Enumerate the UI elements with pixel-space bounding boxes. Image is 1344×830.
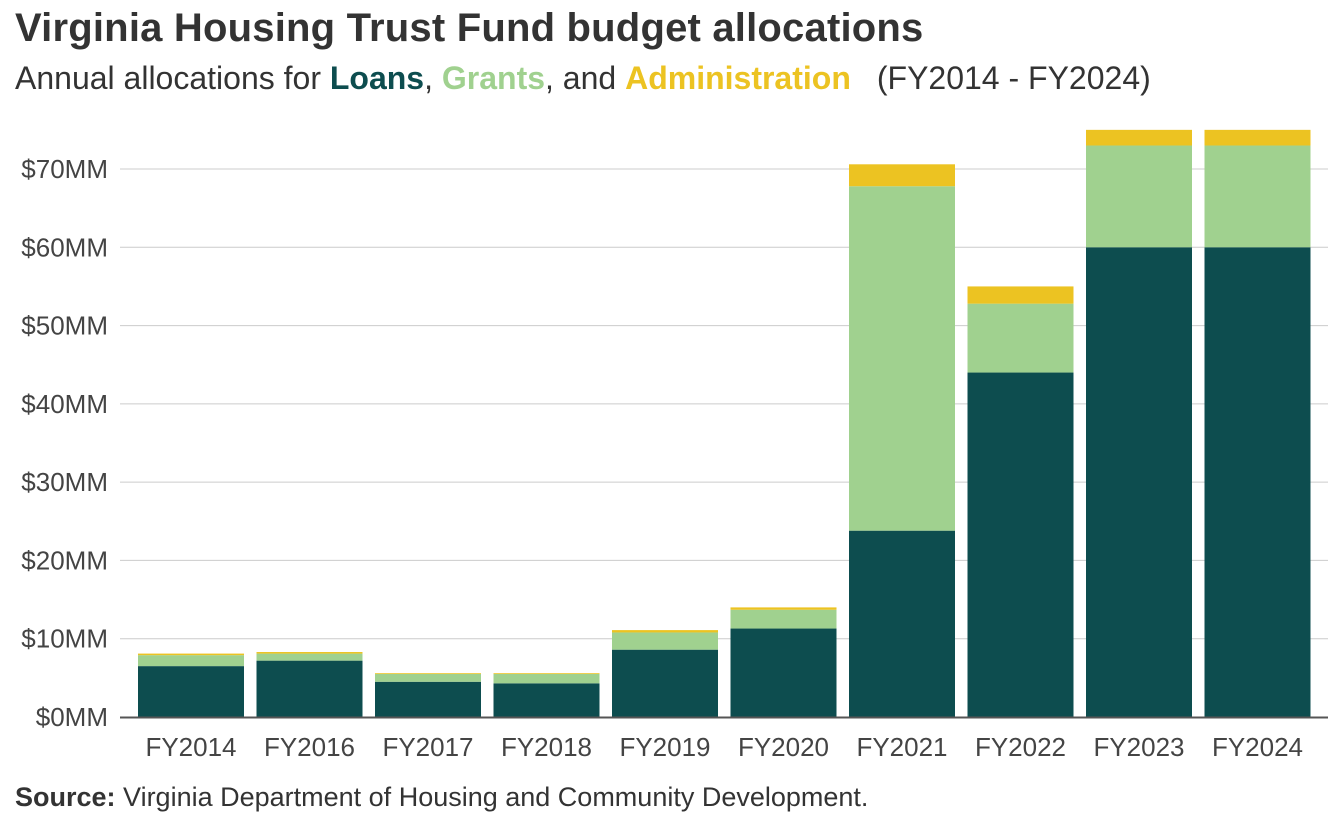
x-tick-label: FY2022	[975, 732, 1066, 762]
y-tick-label: $30MM	[21, 467, 108, 497]
bar-loans-fy2018	[493, 683, 600, 717]
bar-loans-fy2023	[1086, 247, 1192, 718]
source-label: Source:	[15, 782, 116, 812]
x-tick-label: FY2018	[501, 732, 592, 762]
chart-title: Virginia Housing Trust Fund budget alloc…	[15, 6, 924, 50]
x-tick-label: FY2017	[382, 732, 473, 762]
bar-grants-fy2024	[1204, 145, 1311, 248]
bar-loans-fy2020	[730, 628, 837, 717]
bar-admin-fy2024	[1204, 129, 1311, 146]
bar-admin-fy2016	[256, 652, 363, 654]
subtitle-range: (FY2014 - FY2024)	[876, 60, 1151, 96]
bar-grants-fy2017	[375, 673, 481, 682]
bar-admin-fy2023	[1086, 129, 1192, 146]
x-tick-label: FY2019	[619, 732, 710, 762]
bar-grants-fy2021	[849, 186, 955, 531]
bar-admin-fy2018	[493, 673, 600, 674]
bar-grants-fy2018	[493, 673, 600, 684]
bar-loans-fy2019	[612, 649, 718, 717]
bar-grants-fy2022	[967, 303, 1074, 373]
y-axis-ticks: $0MM $10MM $20MM $30MM $40MM $50MM $60MM $70MM	[21, 154, 108, 732]
source-note: Source: Virginia Department of Housing a…	[15, 782, 868, 813]
bar-grants-fy2020	[730, 609, 837, 629]
chart-subtitle: Annual allocations for Loans, Grants, an…	[15, 60, 1151, 97]
y-tick-label: $50MM	[21, 311, 108, 341]
x-tick-label: FY2024	[1212, 732, 1303, 762]
bar-admin-fy2021	[849, 164, 955, 187]
legend-administration: Administration	[625, 60, 851, 96]
bar-loans-fy2024	[1204, 247, 1311, 718]
subtitle-prefix: Annual allocations for	[15, 60, 330, 96]
y-tick-label: $20MM	[21, 545, 108, 575]
bar-grants-fy2023	[1086, 145, 1192, 248]
x-axis-ticks: FY2014 FY2016 FY2017 FY2018 FY2019 FY2020 FY20…	[145, 732, 1303, 762]
x-tick-label: FY2020	[738, 732, 829, 762]
bars	[138, 129, 1311, 718]
legend-grants: Grants	[441, 60, 546, 96]
bar-admin-fy2019	[612, 630, 718, 633]
bar-admin-fy2014	[138, 653, 244, 656]
y-tick-label: $60MM	[21, 232, 108, 262]
y-tick-label: $40MM	[21, 389, 108, 419]
y-tick-label: $0MM	[36, 702, 108, 732]
bar-loans-fy2016	[256, 660, 363, 717]
y-tick-label: $10MM	[21, 624, 108, 654]
bar-admin-fy2017	[375, 673, 481, 674]
bar-admin-fy2022	[967, 286, 1074, 304]
bar-grants-fy2014	[138, 655, 244, 667]
x-tick-label: FY2016	[264, 732, 355, 762]
x-tick-label: FY2023	[1093, 732, 1184, 762]
bar-admin-fy2020	[730, 607, 837, 610]
bar-loans-fy2022	[967, 372, 1074, 717]
x-tick-label: FY2021	[856, 732, 947, 762]
bar-grants-fy2019	[612, 632, 718, 650]
source-text: Virginia Department of Housing and Commu…	[123, 782, 869, 812]
bar-loans-fy2017	[375, 681, 481, 717]
x-tick-label: FY2014	[145, 732, 236, 762]
y-tick-label: $70MM	[21, 154, 108, 184]
bar-grants-fy2016	[256, 653, 363, 661]
subtitle-sep2: , and	[545, 60, 626, 96]
subtitle-sep1: ,	[424, 60, 442, 96]
bar-loans-fy2021	[849, 530, 955, 717]
bar-loans-fy2014	[138, 666, 244, 717]
legend-loans: Loans	[329, 60, 425, 96]
